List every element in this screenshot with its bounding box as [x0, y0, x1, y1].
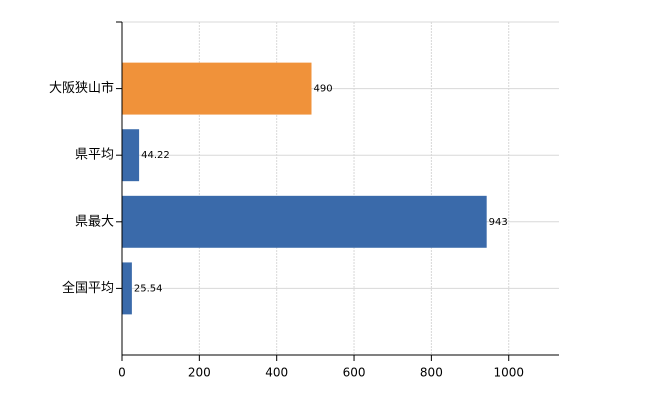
- bar: [122, 62, 312, 115]
- x-tick-label: 600: [343, 366, 366, 380]
- x-tick-label: 400: [265, 366, 288, 380]
- x-tick-label: 200: [188, 366, 211, 380]
- value-label: 490: [313, 84, 332, 95]
- x-tick-label: 1000: [493, 366, 524, 380]
- bar: [122, 129, 140, 182]
- x-tick-label: 800: [420, 366, 443, 380]
- value-label: 943: [489, 217, 508, 228]
- x-tick-label: 0: [118, 366, 126, 380]
- bar: [122, 195, 487, 248]
- value-label: 25.54: [134, 283, 163, 294]
- y-tick-label: 県平均: [75, 148, 114, 163]
- y-tick-label: 県最大: [75, 214, 114, 229]
- value-label: 44.22: [141, 150, 170, 161]
- y-tick-label: 大阪狭山市: [49, 80, 114, 96]
- y-tick-label: 全国平均: [62, 280, 114, 296]
- bar: [122, 262, 132, 315]
